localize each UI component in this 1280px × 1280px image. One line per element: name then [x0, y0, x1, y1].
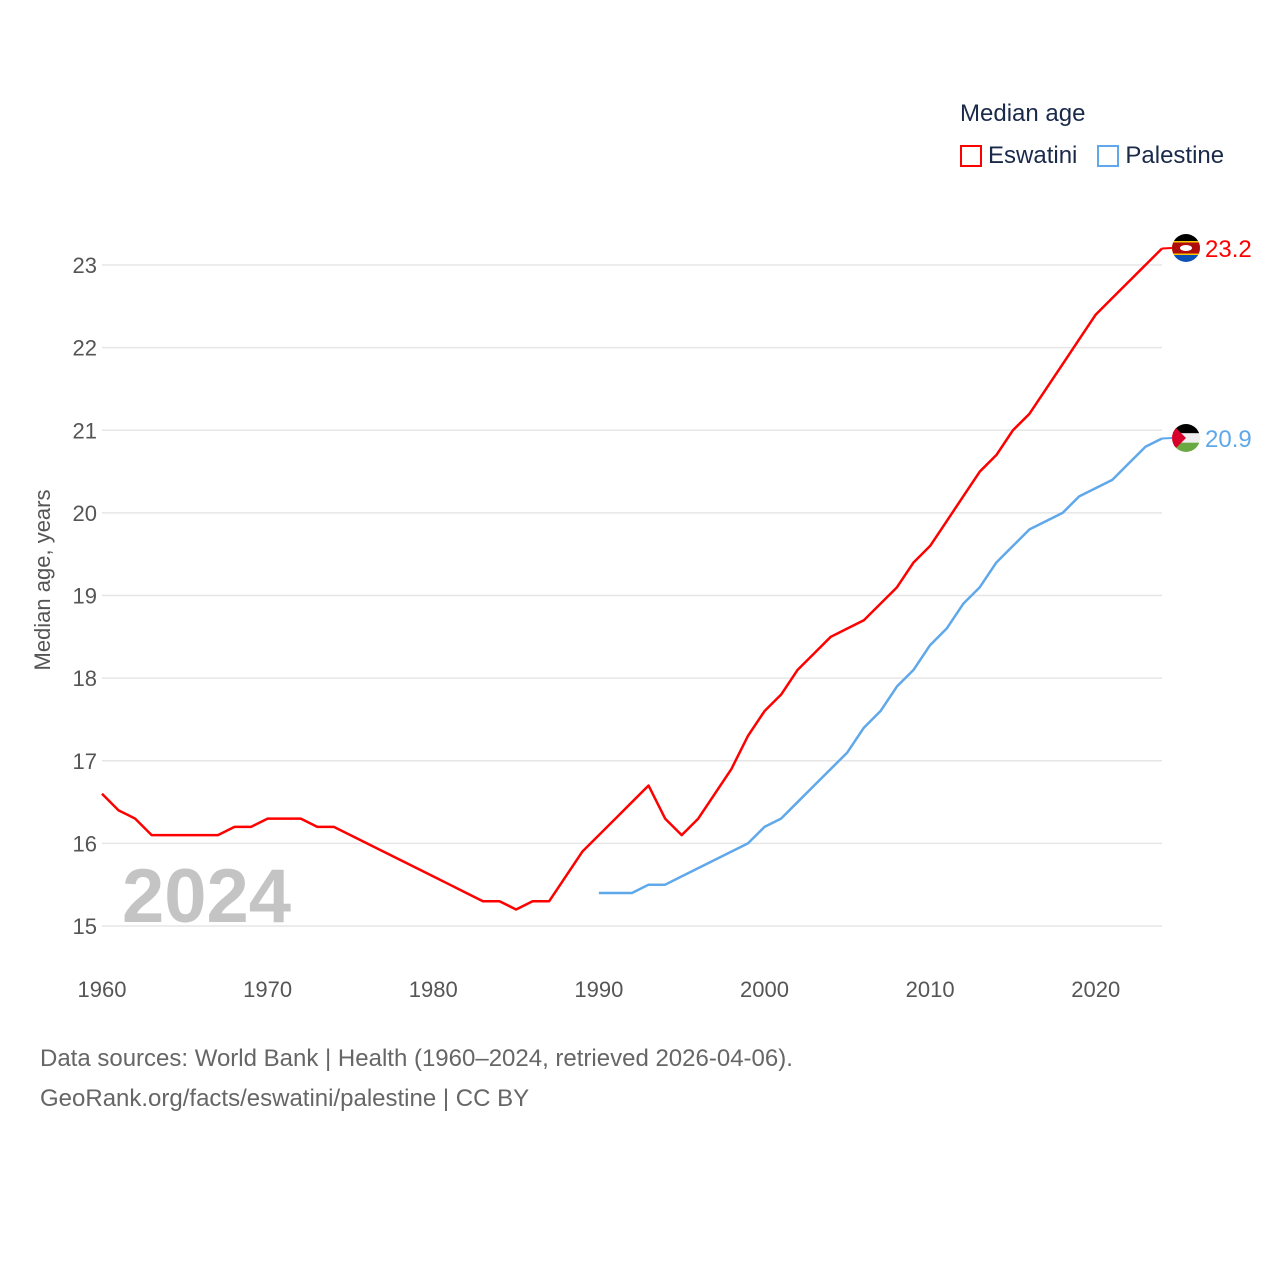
- legend-item-palestine[interactable]: Palestine: [1097, 142, 1224, 170]
- legend-title: Median age: [960, 100, 1086, 127]
- legend-label: Eswatini: [988, 142, 1078, 169]
- y-tick-label: 15: [73, 914, 97, 939]
- x-tick-label: 2020: [1071, 977, 1120, 1002]
- eswatini-flag-icon: [1172, 234, 1200, 262]
- y-tick-label: 16: [73, 831, 97, 856]
- y-axis-label: Median age, years: [30, 490, 55, 671]
- end-value-label-eswatini: 23.2: [1205, 236, 1252, 263]
- y-tick-label: 20: [73, 501, 97, 526]
- y-tick-label: 18: [73, 666, 97, 691]
- year-watermark: 2024: [122, 854, 291, 939]
- x-tick-label: 1960: [78, 977, 127, 1002]
- end-value-label-palestine: 20.9: [1205, 426, 1252, 453]
- legend-item-eswatini[interactable]: Eswatini: [960, 142, 1077, 170]
- series-line-eswatini: [101, 247, 1163, 911]
- x-tick-label: 2010: [906, 977, 955, 1002]
- y-tick-label: 22: [73, 336, 97, 361]
- legend-swatch-palestine: [1097, 145, 1120, 167]
- legend-label: Palestine: [1125, 142, 1225, 169]
- x-tick-label: 1980: [409, 977, 458, 1002]
- series-line-palestine: [598, 437, 1163, 895]
- palestine-flag-icon: [1172, 424, 1200, 452]
- y-tick-label: 21: [73, 418, 97, 443]
- y-tick-label: 19: [73, 584, 97, 609]
- label-connector: [1161, 437, 1173, 440]
- legend-swatch-eswatini: [960, 145, 982, 167]
- attribution-link[interactable]: GeoRank.org/facts/eswatini/palestine | C…: [40, 1085, 530, 1112]
- y-tick-label: 23: [73, 253, 97, 278]
- x-tick-label: 1990: [574, 977, 623, 1002]
- y-tick-label: 17: [73, 749, 97, 774]
- legend: Eswatini Palestine: [960, 142, 1224, 170]
- x-tick-label: 1970: [243, 977, 292, 1002]
- x-tick-label: 2000: [740, 977, 789, 1002]
- data-source-text: Data sources: World Bank | Health (1960–…: [40, 1045, 793, 1072]
